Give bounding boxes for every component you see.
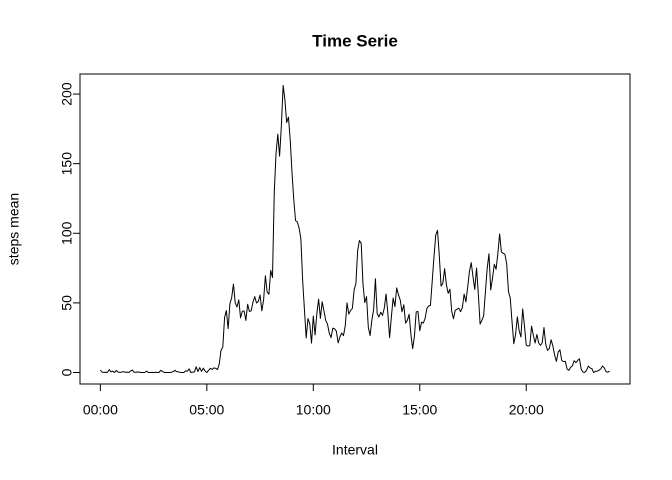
chart-title: Time Serie xyxy=(312,31,398,50)
y-tick-label: 200 xyxy=(59,82,75,106)
x-tick-label: 20:00 xyxy=(509,402,544,418)
x-tick-label: 10:00 xyxy=(296,402,331,418)
y-tick-label: 150 xyxy=(59,152,75,176)
x-tick-label: 05:00 xyxy=(189,402,224,418)
y-tick-label: 100 xyxy=(59,221,75,245)
y-tick-label: 50 xyxy=(59,295,75,311)
x-tick-label: 15:00 xyxy=(402,402,437,418)
x-axis-label: Interval xyxy=(332,442,378,458)
y-tick-label: 0 xyxy=(59,368,75,376)
line-series xyxy=(99,84,610,374)
y-axis-label: steps mean xyxy=(6,193,22,265)
plot-box xyxy=(79,73,631,385)
x-tick-label: 00:00 xyxy=(83,402,118,418)
